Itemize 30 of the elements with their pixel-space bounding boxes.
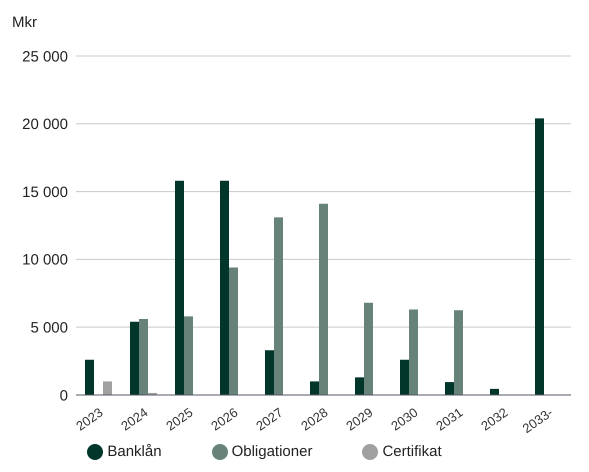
y-tick-label: 25 000 — [22, 48, 68, 66]
bar — [454, 310, 463, 395]
y-tick-label: 0 — [60, 387, 68, 404]
bar — [265, 350, 274, 395]
bar — [184, 316, 193, 395]
y-tick-label: 5 000 — [30, 320, 68, 336]
bar — [490, 388, 499, 395]
bar — [310, 381, 319, 395]
y-tick-label: 15 000 — [22, 184, 68, 201]
bar — [175, 180, 184, 395]
bar — [445, 382, 454, 395]
bar — [220, 180, 229, 395]
bar — [535, 118, 544, 395]
legend-label: Obligationer — [232, 442, 312, 460]
bar — [103, 381, 112, 395]
legend-label: Banklån — [107, 442, 162, 460]
bar — [364, 302, 373, 395]
bar — [229, 268, 238, 395]
bar — [355, 377, 364, 395]
legend-label: Certifikat — [382, 442, 442, 460]
bar — [400, 360, 409, 395]
bar — [319, 204, 328, 395]
bar — [85, 360, 94, 395]
bar — [130, 322, 139, 395]
y-axis-title: Mkr — [12, 14, 37, 31]
bar — [409, 310, 418, 395]
bar — [274, 217, 283, 395]
y-tick-label: 20 000 — [22, 116, 68, 134]
y-tick-label: 10 000 — [22, 252, 68, 269]
bar — [139, 319, 148, 395]
